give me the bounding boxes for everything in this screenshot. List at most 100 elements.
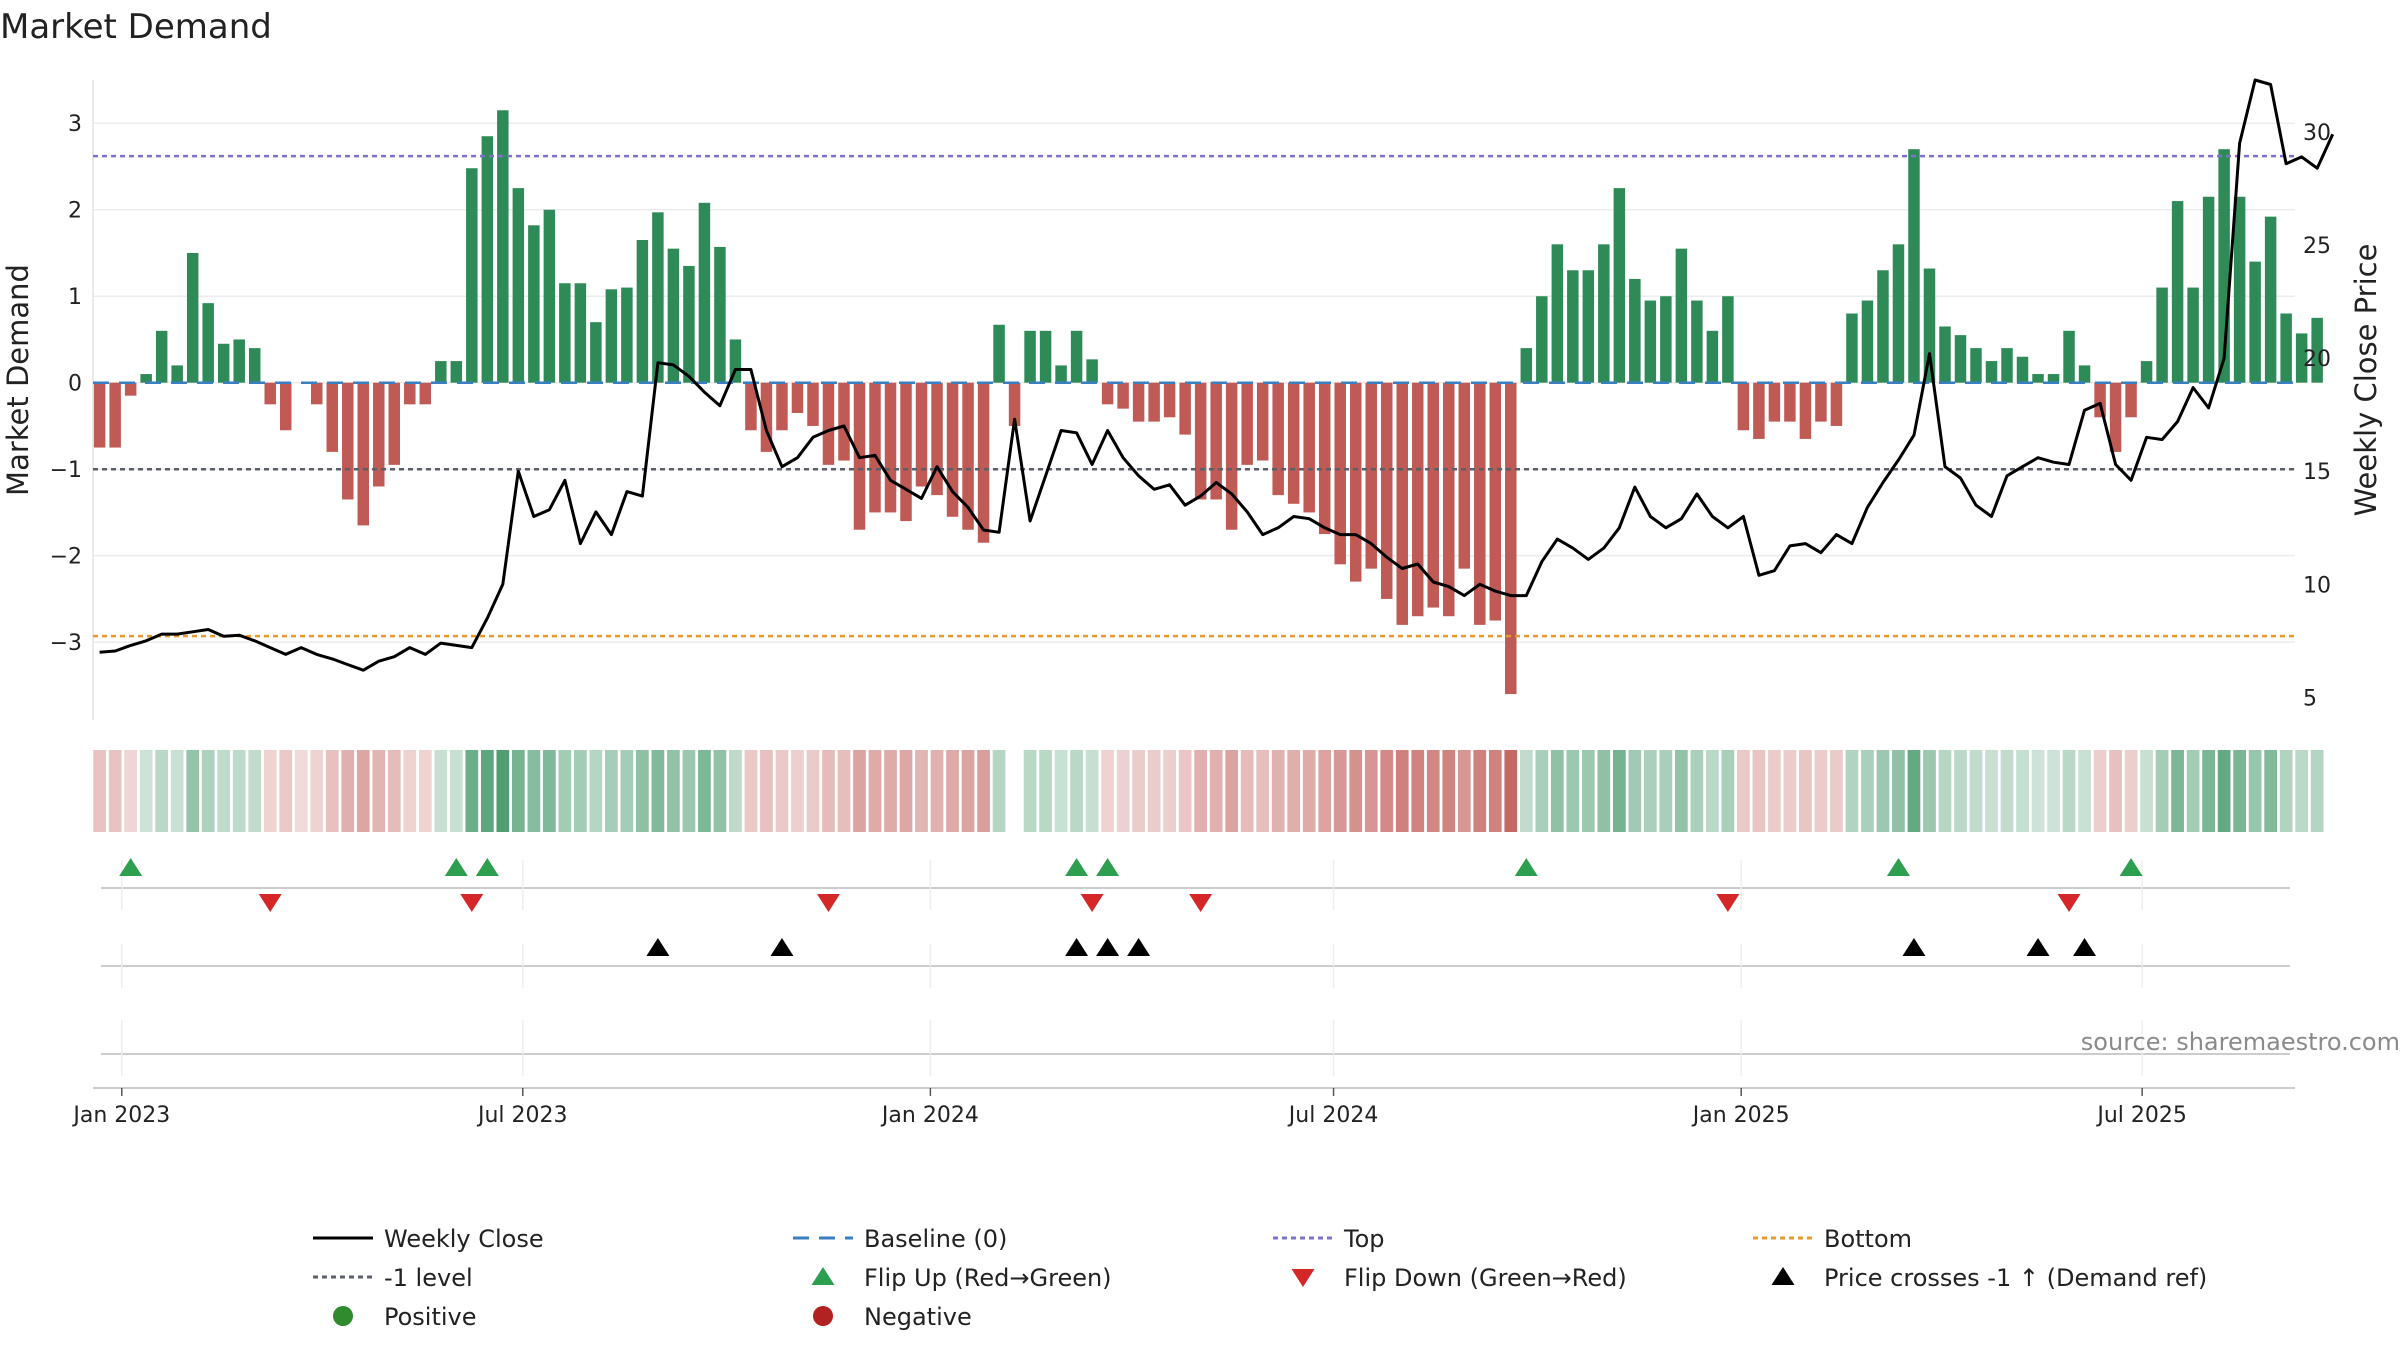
demand-bar — [2264, 216, 2277, 383]
demand-bar — [124, 382, 137, 396]
heat-cell — [1085, 750, 1099, 832]
heat-cell — [729, 750, 742, 832]
heat-cell — [201, 750, 215, 832]
demand-bar — [1644, 300, 1657, 383]
flip-up-marker — [2119, 858, 2143, 876]
heat-cell — [1566, 750, 1580, 832]
heat-cell — [294, 750, 308, 832]
flip-down-marker — [1716, 894, 1740, 912]
weekly-close-line — [99, 78, 2335, 672]
demand-bar — [1303, 382, 1315, 513]
demand-bar — [373, 382, 385, 487]
demand-bar — [1505, 382, 1517, 695]
heat-cell — [2078, 750, 2091, 832]
heat-cell — [108, 750, 122, 832]
heat-cell — [574, 750, 587, 832]
demand-bar — [838, 382, 850, 461]
demand-bar — [2047, 374, 2060, 383]
heat-cell — [1442, 750, 1456, 832]
demand-bar — [233, 339, 245, 383]
heat-cell — [2093, 750, 2107, 832]
demand-bar — [2202, 196, 2215, 383]
heat-cell — [1101, 750, 1114, 832]
demand-bar — [1815, 382, 1827, 422]
heat-cell — [418, 750, 432, 832]
demand-bar — [1396, 382, 1408, 625]
demand-bar — [652, 212, 664, 383]
demand-bar — [1675, 248, 1688, 383]
heat-cell — [1318, 750, 1332, 832]
demand-bar — [993, 324, 1005, 383]
demand-bar — [1877, 270, 1889, 383]
legend-label: Top — [1343, 1225, 1385, 1253]
demand-bar — [2140, 361, 2153, 383]
demand-bar — [419, 382, 432, 405]
demand-bar — [884, 382, 897, 513]
legend-swatch — [813, 1306, 833, 1326]
demand-bar — [2187, 287, 2199, 383]
legend-item: Positive — [333, 1303, 477, 1331]
demand-bar — [590, 322, 602, 383]
demand-bar — [2233, 196, 2246, 383]
heat-cell — [1287, 750, 1301, 832]
heat-cell — [1349, 750, 1363, 832]
flip-up-marker — [444, 858, 468, 876]
demand-bar — [1970, 348, 1982, 383]
demand-bar — [1318, 382, 1331, 535]
flip-down-marker — [1189, 894, 1213, 912]
heat-cell — [1380, 750, 1394, 832]
heat-cell — [775, 750, 789, 832]
heat-cell — [760, 750, 773, 832]
legend-label: Weekly Close — [384, 1225, 544, 1253]
demand-bar — [109, 382, 121, 448]
demand-bar — [171, 365, 183, 383]
heat-cell — [1364, 750, 1378, 832]
heat-cell — [2295, 750, 2309, 832]
heat-cell — [2233, 750, 2246, 832]
demand-bar — [1768, 382, 1781, 422]
left-y-axis-label: Market Demand — [1, 264, 35, 496]
flip-down-marker — [460, 894, 484, 912]
heat-cell — [542, 750, 556, 832]
heat-cell — [387, 750, 401, 832]
heat-cell — [1411, 750, 1425, 832]
heat-cell — [449, 750, 463, 832]
reference-lines — [93, 154, 2295, 638]
heat-cell — [527, 750, 541, 832]
demand-bar — [915, 382, 928, 487]
heat-cell — [1535, 750, 1549, 832]
heat-cell — [2109, 750, 2122, 832]
demand-bar — [1287, 382, 1300, 504]
demand-bar — [2156, 287, 2168, 383]
demand-bar — [2249, 261, 2261, 383]
flip-up-marker — [1096, 858, 1120, 876]
demand-bar — [1443, 382, 1455, 617]
price-cross-marker — [1065, 938, 1089, 956]
heat-cell — [2171, 750, 2184, 832]
demand-bar — [543, 209, 556, 383]
heat-cell — [2310, 750, 2324, 832]
heat-cell — [341, 750, 355, 832]
demand-bar — [1334, 382, 1346, 565]
demand-bar — [1179, 382, 1191, 435]
heat-cell — [791, 750, 804, 832]
demand-bar — [481, 136, 494, 383]
demand-bar — [450, 361, 463, 383]
heat-cell — [186, 750, 200, 832]
demand-bar — [2094, 382, 2106, 418]
heat-cell — [868, 750, 882, 832]
demand-bar — [1412, 382, 1424, 617]
flip-down-marker — [2057, 894, 2081, 912]
heat-cell — [155, 750, 169, 832]
demand-bar — [1846, 313, 1858, 383]
heat-cell — [1039, 750, 1052, 832]
price-cross-marker — [2073, 938, 2097, 956]
heat-cell — [1581, 750, 1595, 832]
demand-bar — [1598, 244, 1610, 383]
heat-cell — [403, 750, 417, 832]
demand-bar — [2032, 374, 2044, 383]
demand-bar — [1256, 382, 1269, 461]
price-cross-marker — [2026, 938, 2050, 956]
demand-bar — [2001, 348, 2013, 383]
